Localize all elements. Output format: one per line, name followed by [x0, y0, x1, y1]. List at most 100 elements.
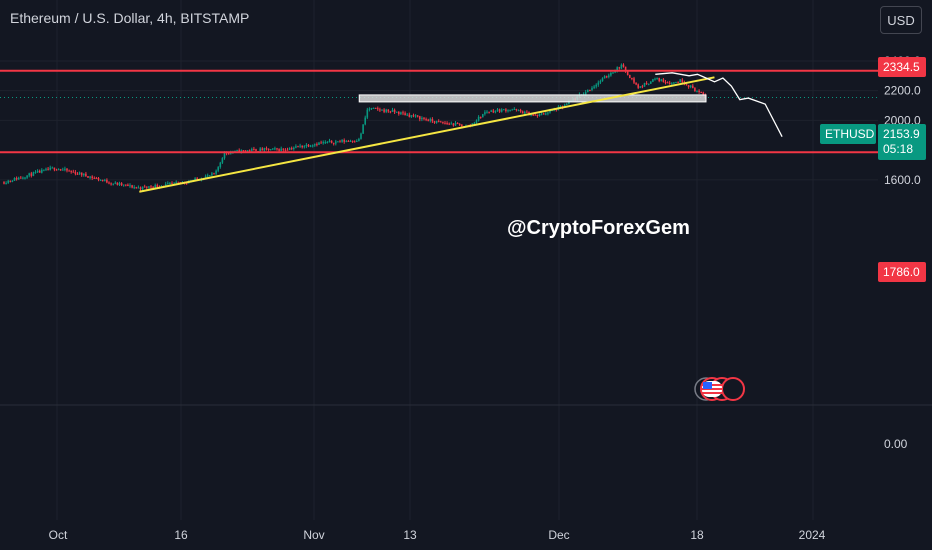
candle-body: [377, 108, 379, 110]
candle-body: [393, 109, 396, 113]
candle-body: [631, 77, 633, 79]
time-tick-label: 2024: [799, 528, 826, 542]
candle-body: [196, 178, 198, 180]
candle-body: [637, 84, 639, 88]
flag-icon[interactable]: [721, 377, 745, 401]
candle-body: [93, 177, 96, 179]
candle-body: [675, 82, 677, 84]
time-tick-label: Nov: [303, 528, 324, 542]
currency-button[interactable]: USD: [880, 6, 922, 34]
candle-body: [175, 181, 177, 183]
candle-body: [164, 183, 167, 187]
candle-body: [318, 142, 320, 145]
candle-body: [97, 178, 100, 180]
candle-body: [519, 110, 522, 112]
candle-body: [566, 103, 568, 105]
candle-body: [284, 149, 287, 151]
price-tick-label: 1600.0: [884, 173, 921, 187]
candle-body: [616, 67, 618, 71]
candle-body: [290, 148, 293, 150]
candle-body: [330, 140, 333, 143]
event-flags[interactable]: [694, 377, 745, 401]
candle-body: [127, 184, 129, 187]
candle-body: [624, 66, 627, 72]
candle-body: [146, 186, 148, 188]
candle-body: [343, 139, 345, 142]
candle-body: [389, 111, 392, 113]
candle-body: [223, 152, 226, 159]
candle-body: [28, 173, 30, 176]
candle-body: [236, 150, 238, 152]
candle-body: [479, 116, 482, 118]
candle-body: [440, 121, 442, 123]
us-flag-icon: [702, 381, 722, 397]
candle-body: [101, 179, 104, 181]
support-badge-text: 1786.0: [883, 265, 920, 279]
candle-body: [320, 142, 322, 144]
candle-body: [658, 77, 660, 82]
candle-body: [643, 83, 646, 87]
candle-body: [358, 138, 360, 141]
candle-body: [72, 171, 75, 173]
candle-body: [206, 175, 209, 177]
candle-body: [24, 177, 26, 179]
candle-body: [549, 110, 551, 113]
support-zone[interactable]: [358, 94, 707, 103]
candle-body: [423, 117, 425, 119]
candle-body: [368, 108, 371, 110]
candle-body: [125, 184, 127, 186]
candle-body: [211, 173, 213, 176]
candle-body: [685, 84, 688, 86]
candle-body: [299, 145, 301, 147]
candle-body: [305, 144, 308, 147]
candle-body: [351, 140, 354, 142]
candle-body: [652, 79, 654, 82]
candle-body: [425, 118, 427, 120]
candle-body: [309, 145, 312, 147]
candle-body: [152, 187, 154, 189]
candle-body: [608, 75, 610, 77]
candle-body: [374, 107, 377, 109]
candle-body: [353, 141, 356, 143]
candle-body: [141, 186, 144, 190]
price-tick-label: 2000.0: [884, 113, 921, 127]
candle-body: [38, 170, 41, 173]
candle-body: [370, 108, 373, 110]
candle-body: [276, 148, 278, 150]
candle-body: [251, 148, 253, 151]
candle-body: [295, 146, 297, 148]
candle-body: [36, 170, 39, 173]
price-tick-label: 2200.0: [884, 84, 921, 98]
candle-body: [542, 113, 545, 115]
candle-body: [450, 123, 453, 125]
candle-body: [505, 109, 507, 112]
candle-body: [194, 178, 196, 181]
candle-body: [20, 177, 22, 179]
candle-body: [381, 109, 383, 111]
candle-body: [288, 148, 291, 150]
candle-body: [108, 182, 110, 184]
candle-body: [687, 85, 690, 88]
forecast-path[interactable]: [655, 72, 783, 137]
candle-body: [122, 184, 125, 186]
candle-body: [13, 178, 16, 181]
symbol-badge: [820, 124, 876, 144]
candle-body: [563, 104, 566, 108]
candle-body: [169, 182, 171, 184]
candle-body: [11, 180, 14, 182]
candle-body: [694, 88, 696, 92]
candle-body: [78, 172, 81, 174]
candle-body: [431, 118, 434, 122]
candle-body: [280, 148, 282, 151]
trendline[interactable]: [139, 76, 715, 193]
candle-body: [654, 78, 656, 80]
candle-body: [244, 150, 247, 152]
candle-body: [639, 86, 642, 88]
candle-body: [626, 71, 629, 75]
candle-body: [341, 139, 343, 142]
candle-body: [421, 117, 423, 120]
candle-body: [406, 114, 408, 116]
candle-body: [584, 92, 587, 95]
